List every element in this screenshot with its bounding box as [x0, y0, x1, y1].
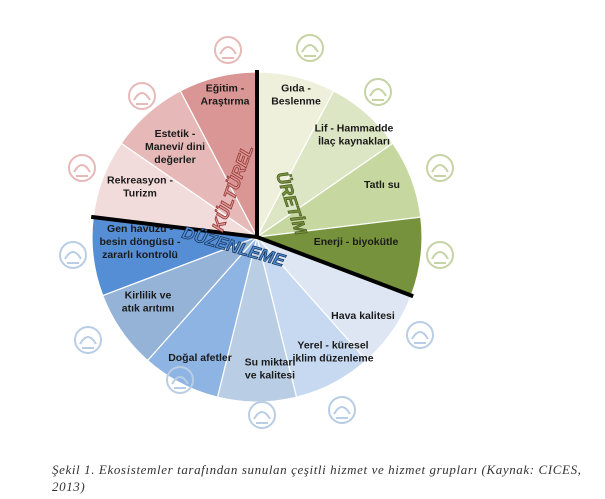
- group-divider: [256, 235, 414, 299]
- slice-label: Doğal afetler: [168, 352, 232, 364]
- sunset-landscape-icon: [128, 82, 156, 110]
- sun-cloud-icon: [328, 396, 356, 424]
- storm-cloud-icon: [166, 366, 194, 394]
- rice-bowl-icon: [296, 34, 324, 62]
- slice-label: Hava kalitesi: [331, 310, 395, 322]
- slice-label: Kirlilik ve atık arıtımı: [122, 290, 175, 315]
- slice-label: Tatlı su: [364, 179, 400, 191]
- ecosystem-services-wheel: Gıda -Beslenme Lif - Hammadde İlaç kaynakl…: [59, 34, 454, 429]
- slice-label: Gen havuzu -besin döngüsü -zararlı kontr…: [99, 223, 181, 261]
- slice-label: Su miktarı ve kalitesi: [245, 357, 296, 382]
- slice-label: Gıda -Beslenme: [271, 83, 321, 108]
- waste-pipe-icon: [74, 326, 102, 354]
- slice-label: Rekreasyon -Turizm: [107, 175, 173, 200]
- bird-icon: [59, 241, 87, 269]
- water-cycle-icon: [248, 401, 276, 429]
- slice-label: Eğitim -Araştırma: [200, 83, 249, 108]
- trees-icon: [406, 321, 434, 349]
- slice-label: Estetik -Manevi/ dini değerler: [145, 128, 205, 166]
- beach-umbrella-icon: [68, 154, 96, 182]
- slice-label: Yerel - küresel iklim düzenleme: [292, 340, 373, 365]
- figure-caption: Şekil 1. Ekosistemler tarafından sunulan…: [52, 462, 582, 494]
- slice-label: Enerji - biyokütle: [314, 236, 399, 248]
- faucet-drop-icon: [426, 154, 454, 182]
- molecule-hexagon-icon: [364, 78, 392, 106]
- slice-label: Lif - Hammadde İlaç kaynakları: [315, 123, 394, 148]
- corn-bulb-icon: [426, 241, 454, 269]
- group-divider: [90, 214, 258, 239]
- magnifier-people-icon: [214, 36, 242, 64]
